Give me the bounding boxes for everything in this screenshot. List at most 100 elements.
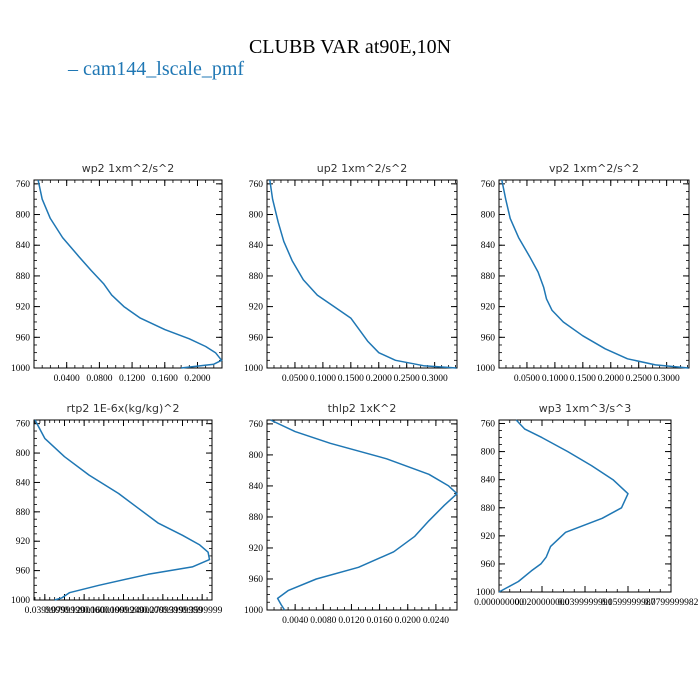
y-tick-label: 920 [16,303,31,313]
subplot-6: wp3 1xm^3/s^3 760 800 840 880 920 960 10000.000… [474,402,699,608]
legend-line-symbol: – [68,58,83,80]
y-tick-label: 840 [481,476,496,486]
series-line [501,179,689,369]
legend-label: cam144_lscale_pmf [83,58,245,80]
x-tick-label: 0.3000 [654,374,680,384]
y-tick-label: 760 [481,180,496,190]
x-tick-label: 0.1200 [119,374,145,384]
series-line [270,419,458,611]
y-tick-label: 1000 [476,364,495,374]
x-tick-label: 0.0599999987 [601,598,656,608]
y-tick-label: 840 [249,241,264,251]
subplot-1: wp2 1xm^2/s^2 760 800 840 880 920 960 1000 0.040… [11,162,223,384]
x-tick-label: 0.1999999 [103,606,144,616]
subplot-3: vp2 1xm^2/s^2 760 800 840 880 920 960 1000 0.050… [476,162,690,384]
x-tick-label: 0.0200 [395,616,421,626]
y-tick-label: 1000 [11,364,30,374]
y-tick-label: 800 [16,211,31,221]
y-tick-label: 800 [481,448,496,458]
y-tick-label: 840 [481,241,496,251]
x-tick-label: 0.1600 [152,374,178,384]
x-tick-label: 0.1500 [338,374,364,384]
y-tick-label: 880 [481,504,496,514]
y-tick-label: 840 [16,478,31,488]
x-tick-label: 0.0120 [338,616,364,626]
y-tick-label: 760 [249,180,264,190]
axes-frame [33,419,213,601]
y-tick-label: 840 [249,482,264,492]
y-tick-label: 880 [249,272,264,282]
x-tick-label: 0.2000 [598,374,624,384]
x-tick-label: 0.1000 [310,374,336,384]
y-tick-label: 760 [16,180,31,190]
subplot-2: up2 1xm^2/s^2 760 800 840 880 920 960 1000 0.050… [244,162,458,384]
x-tick-label: 0.2400000 [123,606,164,616]
x-tick-label: 0.0500 [514,374,540,384]
x-tick-label: 0.2000 [184,374,210,384]
axes-frame [266,419,458,611]
y-tick-label: 1000 [476,588,495,598]
x-tick-label: 0.0040 [282,616,308,626]
x-tick-label: 0.0399999 [25,606,66,616]
y-tick-label: 880 [16,272,31,282]
y-tick-label: 880 [249,513,264,523]
x-tick-label: 0.3199999 [162,606,203,616]
x-tick-label: 0.000000000 [474,598,524,608]
axes-frame [498,179,690,369]
subplot-title: thlp2 1xK^2 [328,402,397,415]
x-tick-label: 0.0800 [86,374,112,384]
y-tick-label: 920 [16,537,31,547]
x-tick-label: 0.1500 [570,374,596,384]
y-tick-label: 1000 [244,606,263,616]
y-tick-label: 880 [481,272,496,282]
subplot-title: wp3 1xm^3/s^3 [539,402,632,415]
subplot-4: rtp2 1E-6x(kg/kg)^2 760 800 840 880 920 960 100… [11,402,223,616]
y-tick-label: 920 [481,303,496,313]
legend-entry: – cam144_lscale_pmf [68,58,244,81]
x-tick-label: 0.0500 [282,374,308,384]
x-tick-label: 0.3000 [422,374,448,384]
series-line [498,419,629,593]
x-tick-label: 0.3599999 [182,606,223,616]
y-tick-label: 920 [249,303,264,313]
series-line [34,419,211,601]
axes-frame [33,179,223,369]
y-tick-label: 760 [249,420,264,430]
x-tick-label: 0.0080 [310,616,336,626]
y-tick-label: 800 [481,211,496,221]
x-tick-label: 0.0399999991 [558,598,613,608]
x-tick-label: 0.0400 [54,374,80,384]
axes-frame [266,179,458,369]
subplot-title: up2 1xm^2/s^2 [317,162,408,175]
y-tick-label: 1000 [244,364,263,374]
x-tick-label: 0.1600000 [84,606,125,616]
y-tick-label: 960 [16,567,31,577]
series-line [37,179,223,369]
y-tick-label: 920 [249,544,264,554]
x-tick-label: 0.2000 [366,374,392,384]
x-tick-label: 0.2500 [394,374,420,384]
y-tick-label: 960 [16,333,31,343]
y-tick-label: 800 [249,451,264,461]
x-tick-label: 0.0200000000 [515,598,570,608]
subplot-title: rtp2 1E-6x(kg/kg)^2 [67,402,180,415]
y-tick-label: 960 [249,575,264,585]
y-tick-label: 800 [16,449,31,459]
y-tick-label: 920 [481,532,496,542]
y-tick-label: 760 [481,420,496,430]
y-tick-label: 800 [249,211,264,221]
subplot-title: vp2 1xm^2/s^2 [549,162,639,175]
x-tick-label: 0.2799999 [143,606,184,616]
x-tick-label: 0.2500 [626,374,652,384]
x-tick-label: 0.1200000 [64,606,105,616]
y-tick-label: 960 [481,560,496,570]
y-tick-label: 880 [16,508,31,518]
subplot-title: wp2 1xm^2/s^2 [82,162,175,175]
y-tick-label: 840 [16,241,31,251]
x-tick-label: 0.1000 [542,374,568,384]
x-tick-label: 0.0160 [367,616,393,626]
x-tick-label: 0.0799999982 [644,598,699,608]
x-tick-label: 0.0799999 [44,606,85,616]
